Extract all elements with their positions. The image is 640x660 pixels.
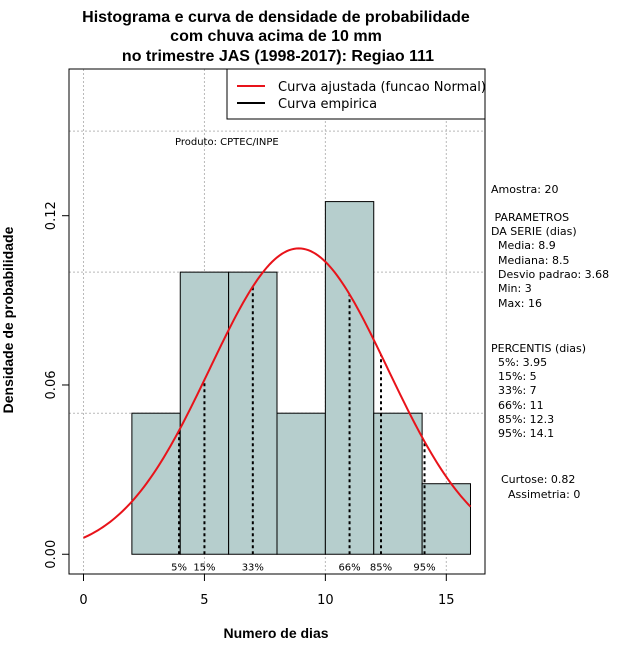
- x-tick-label: 15: [438, 593, 455, 608]
- percentile-label: 33%: [242, 562, 264, 573]
- legend-label-empirical: Curva empirica: [278, 97, 377, 112]
- stat-max: Max: 16: [498, 297, 542, 310]
- percentile-lines: 5% 15% 33% 66% 85% 95%: [171, 286, 436, 573]
- histogram-bar: [276, 412, 326, 555]
- legend-box: [226, 68, 486, 120]
- stat-curtose: Curtose: 0.82: [501, 473, 575, 486]
- percentile-label: 85%: [370, 562, 392, 573]
- chart-title-line-1: Histograma e curva de densidade de proba…: [82, 9, 470, 26]
- histogram-bar: [421, 483, 471, 555]
- stat-amostra: Amostra: 20: [491, 183, 558, 196]
- normal-curve-layer: [83, 247, 472, 539]
- y-axis-title: Densidade de probabilidade: [0, 226, 16, 413]
- x-tick-label: 10: [317, 593, 334, 608]
- stat-assimetria: Assimetria: 0: [508, 488, 580, 501]
- histogram-bar: [131, 412, 181, 555]
- x-tick-label: 5: [200, 593, 208, 608]
- percentile-label: 15%: [193, 562, 215, 573]
- chart-title-line-3: no trimestre JAS (1998-2017): Regiao 111: [122, 48, 434, 65]
- normal-curve: [83, 247, 472, 539]
- stat-p66: 66%: 11: [498, 399, 544, 412]
- percentile-label: 5%: [171, 562, 187, 573]
- stat-p5: 5%: 3.95: [498, 356, 547, 369]
- stat-p33: 33%: 7: [498, 384, 537, 397]
- y-tick-label: 0.06: [44, 371, 59, 400]
- x-axis-title: Numero de dias: [223, 625, 328, 641]
- y-tick-label: 0.00: [44, 540, 59, 569]
- histogram-bars: [131, 201, 471, 555]
- y-tick-label: 0.12: [44, 201, 59, 230]
- product-annotation: Produto: CPTEC/INPE: [175, 137, 279, 148]
- stat-media: Media: 8.9: [498, 239, 556, 252]
- x-axis: 0 5 10 15: [79, 573, 455, 608]
- stat-serie-title: DA SERIE (dias): [491, 225, 577, 238]
- percentile-label: 66%: [338, 562, 360, 573]
- stat-p15: 15%: 5: [498, 370, 537, 383]
- legend-label-fitted: Curva ajustada (funcao Normal): [278, 80, 486, 95]
- legend: Curva ajustada (funcao Normal) Curva emp…: [226, 68, 486, 120]
- x-tick-label: 0: [79, 593, 87, 608]
- stat-p85: 85%: 12.3: [498, 413, 554, 426]
- y-axis: 0.00 0.06 0.12: [44, 201, 70, 569]
- stat-min: Min: 3: [498, 282, 532, 295]
- histogram-bar: [373, 412, 423, 555]
- stat-parametros-title: PARAMETROS: [491, 211, 569, 224]
- stat-desvio: Desvio padrao: 3.68: [498, 268, 609, 281]
- stat-p95: 95%: 14.1: [498, 427, 554, 440]
- percentile-label: 95%: [413, 562, 435, 573]
- stat-percentis-title: PERCENTIS (dias): [491, 342, 586, 355]
- stat-mediana: Mediana: 8.5: [498, 254, 569, 267]
- stats-panel: Amostra: 20 PARAMETROS DA SERIE (dias) M…: [491, 183, 609, 501]
- chart-title-line-2: com chuva acima de 10 mm: [170, 28, 382, 45]
